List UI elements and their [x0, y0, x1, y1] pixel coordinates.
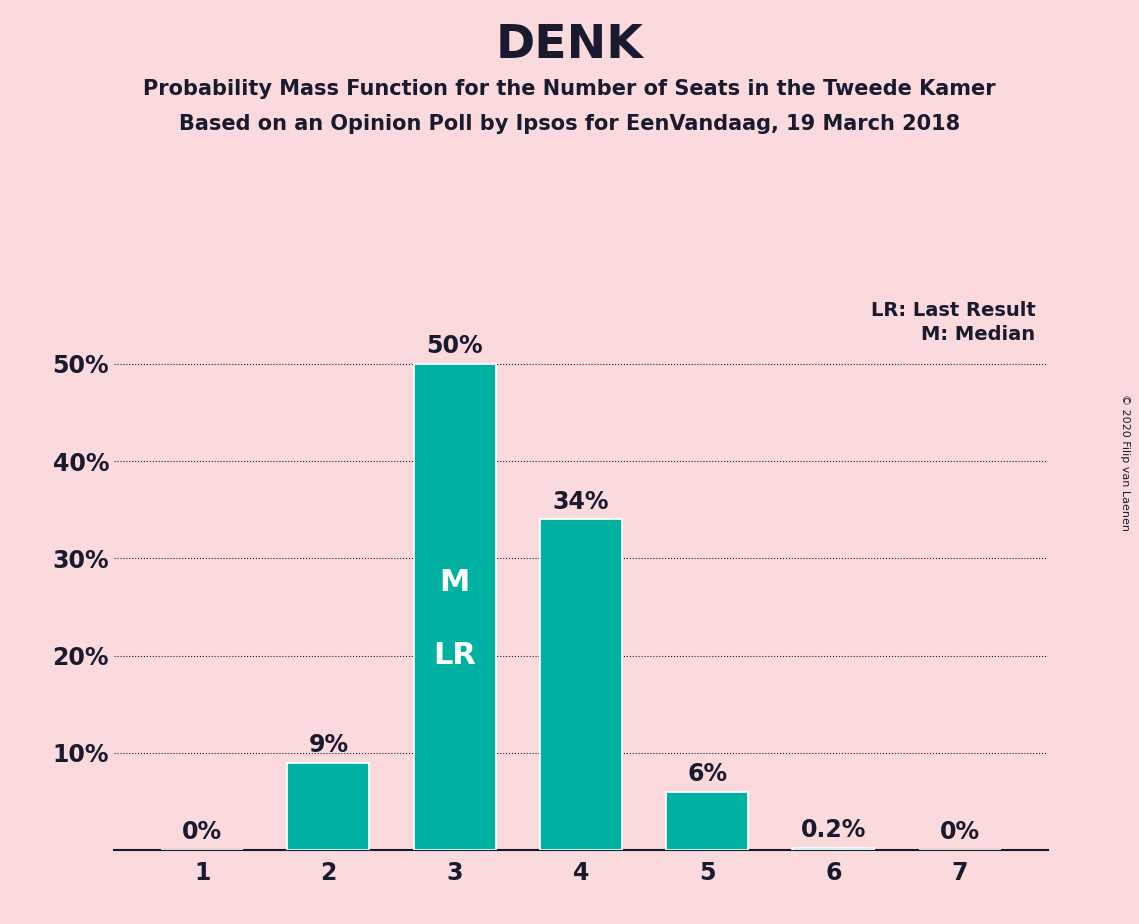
Text: 6%: 6%	[687, 762, 727, 786]
Text: © 2020 Filip van Laenen: © 2020 Filip van Laenen	[1121, 394, 1130, 530]
Text: 0%: 0%	[940, 821, 980, 845]
Text: DENK: DENK	[495, 23, 644, 68]
Bar	[793, 848, 875, 850]
Text: 50%: 50%	[426, 334, 483, 358]
Text: 0%: 0%	[182, 821, 222, 845]
Text: Probability Mass Function for the Number of Seats in the Tweede Kamer: Probability Mass Function for the Number…	[144, 79, 995, 99]
Bar	[540, 519, 622, 850]
Bar	[666, 792, 748, 850]
Text: M: M	[440, 568, 470, 597]
Text: LR: LR	[433, 641, 476, 670]
Text: LR: Last Result: LR: Last Result	[870, 300, 1035, 320]
Text: 9%: 9%	[309, 733, 349, 757]
Text: 0.2%: 0.2%	[801, 819, 866, 843]
Text: M: Median: M: Median	[921, 325, 1035, 344]
Text: 34%: 34%	[552, 490, 609, 514]
Text: Based on an Opinion Poll by Ipsos for EenVandaag, 19 March 2018: Based on an Opinion Poll by Ipsos for Ee…	[179, 114, 960, 134]
Bar	[413, 364, 495, 850]
Bar	[287, 762, 369, 850]
